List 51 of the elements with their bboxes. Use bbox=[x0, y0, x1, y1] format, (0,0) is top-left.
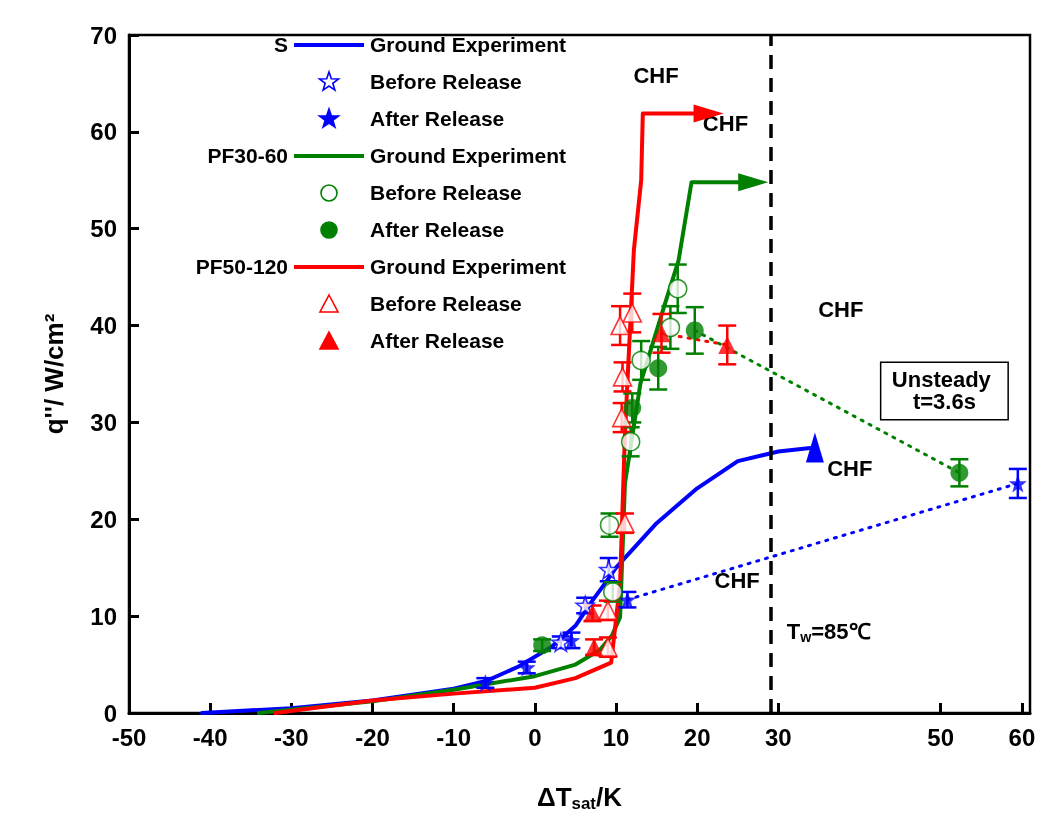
point bbox=[685, 321, 704, 340]
legend-label: Ground Experiment bbox=[369, 32, 567, 57]
x-tick-label: -30 bbox=[274, 723, 309, 751]
annotation: CHF bbox=[714, 568, 760, 594]
x-tick-label: 50 bbox=[927, 723, 955, 751]
x-tick-label: 0 bbox=[528, 723, 542, 751]
annotation: CHF bbox=[702, 110, 749, 136]
legend-label: After Release bbox=[369, 106, 505, 131]
point bbox=[620, 432, 641, 452]
annotation: Unsteady t=3.6s bbox=[891, 367, 997, 415]
x-axis-title: ΔTsat/K bbox=[537, 782, 623, 813]
annotation: CHF bbox=[633, 63, 679, 89]
point bbox=[652, 324, 671, 343]
x-tick-label: 60 bbox=[1008, 723, 1036, 751]
y-tick-label: 30 bbox=[90, 408, 117, 436]
y-tick-label: 10 bbox=[90, 602, 117, 630]
y-tick-label: 60 bbox=[90, 118, 117, 146]
point bbox=[612, 367, 633, 387]
annotation: CHF bbox=[818, 297, 864, 323]
legend-label: Ground Experiment bbox=[369, 143, 567, 168]
legend-label: Before Release bbox=[369, 69, 522, 94]
annotation: PF50-120 bbox=[194, 254, 289, 279]
annotation: S bbox=[273, 32, 289, 57]
legend-label: Before Release bbox=[369, 291, 522, 316]
x-tick-label: 10 bbox=[602, 723, 630, 751]
annotation: Tw=85℃ bbox=[786, 619, 871, 645]
point bbox=[718, 335, 737, 354]
legend-label: Ground Experiment bbox=[369, 254, 567, 279]
point bbox=[611, 407, 632, 428]
y-tick-label: 70 bbox=[90, 21, 117, 49]
annotation: CHF bbox=[827, 456, 873, 482]
point bbox=[950, 463, 969, 482]
point bbox=[623, 398, 642, 417]
legend-label: After Release bbox=[369, 328, 505, 353]
point bbox=[622, 303, 643, 323]
y-tick-label: 40 bbox=[90, 312, 117, 340]
x-tick-label: -40 bbox=[192, 723, 228, 751]
point bbox=[610, 315, 630, 336]
y-tick-label: 20 bbox=[90, 505, 117, 533]
y-axis-title: q''/ W/cm² bbox=[39, 313, 69, 435]
legend-label: Before Release bbox=[369, 180, 522, 205]
point bbox=[667, 278, 688, 299]
x-tick-label: -10 bbox=[436, 723, 472, 751]
legend-label: After Release bbox=[369, 217, 505, 242]
y-tick-label: 50 bbox=[90, 215, 117, 243]
point bbox=[631, 350, 651, 371]
x-tick-label: 30 bbox=[765, 723, 792, 751]
x-tick-label: -20 bbox=[355, 723, 390, 751]
point bbox=[649, 359, 668, 378]
annotation: PF30-60 bbox=[206, 143, 289, 168]
x-tick-label: 20 bbox=[683, 723, 711, 751]
